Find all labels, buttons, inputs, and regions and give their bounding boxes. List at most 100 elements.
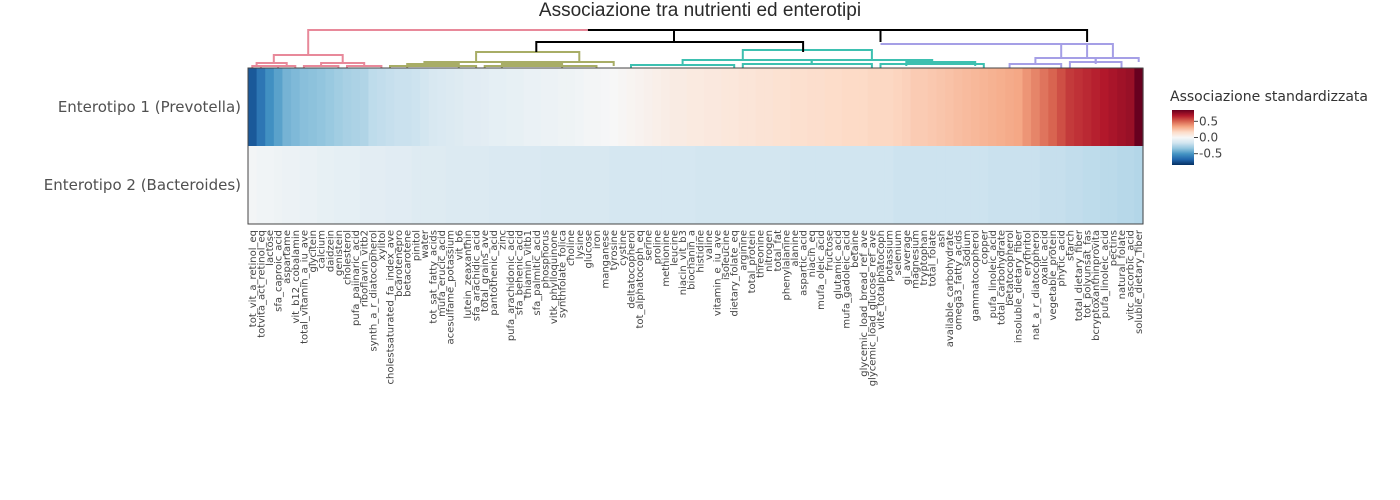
heatmap-cell [463, 68, 473, 146]
column-label: calcium [317, 230, 328, 269]
heatmap-cell [833, 146, 843, 224]
heatmap-cell [1065, 146, 1075, 224]
heatmap-cell [609, 68, 619, 146]
column-label: starch [1065, 230, 1076, 261]
heatmap-cell [394, 68, 404, 146]
heatmap-cell [747, 68, 757, 146]
heatmap-cell [790, 146, 800, 224]
heatmap-cell [1005, 146, 1015, 224]
heatmap-cell [721, 68, 731, 146]
heatmap-cell [497, 146, 507, 224]
heatmap-cell [1108, 68, 1118, 146]
column-labels: tot_vit_a_retinol_eqtotvita_act_retinol_… [248, 229, 1145, 386]
heatmap-cell [592, 146, 602, 224]
column-label: mufa_oleic_acid [816, 230, 827, 310]
heatmap-cell [308, 146, 318, 224]
heatmap-cell [480, 146, 490, 224]
column-label: tot_polyunsat_fas [1083, 230, 1094, 318]
heatmap-cell [1065, 68, 1075, 146]
heatmap-cell [953, 68, 963, 146]
heatmap-cell [377, 68, 387, 146]
heatmap-cell [618, 146, 628, 224]
heatmap-cell [402, 146, 413, 224]
heatmap-cell [833, 68, 843, 146]
heatmap-cell [523, 68, 533, 146]
row-label: Enterotipo 1 (Prevotella) [58, 98, 241, 116]
heatmap-cell [1013, 68, 1024, 146]
column-label: zinc [497, 230, 508, 250]
heatmap-cell [876, 68, 886, 146]
heatmap-cell [729, 146, 740, 224]
heatmap-cell [1005, 68, 1015, 146]
heatmap-cell [531, 146, 542, 224]
heatmap-cell [919, 146, 929, 224]
column-label: tot_sat_fatty_acids [429, 230, 440, 324]
heatmap-cell [790, 68, 800, 146]
heatmap-cell [368, 146, 378, 224]
heatmap-cell [342, 146, 352, 224]
heatmap-cell [936, 68, 946, 146]
heatmap-cell [248, 146, 258, 224]
heatmap-cell [781, 146, 791, 224]
heatmap-cell [506, 68, 516, 146]
column-label: pinitol [411, 230, 422, 261]
heatmap-cell [600, 68, 611, 146]
heatmap-cell [428, 68, 438, 146]
dendrogram-link [587, 29, 882, 42]
column-label: phytic_acid [1057, 230, 1068, 287]
column-label: niacin_vit_b3 [678, 230, 689, 295]
heatmap-cell [377, 146, 387, 224]
heatmap-cell [385, 68, 395, 146]
column-label: vegetable_protein [1048, 230, 1059, 320]
column-label: synth_a_r_diatocopherol [368, 230, 379, 352]
heatmap-cell [265, 146, 275, 224]
dendrogram-link [741, 49, 873, 60]
heatmap-cell [755, 146, 765, 224]
heatmap-cell [764, 146, 774, 224]
heatmap-cell [497, 68, 507, 146]
heatmap-cell [626, 68, 636, 146]
column-label: total_dietary_fiber [1074, 229, 1085, 321]
heatmap-cell [927, 68, 938, 146]
colorbar-tick-label: -0.5 [1199, 147, 1222, 161]
heatmap-cell [850, 146, 860, 224]
dendrogram-link [302, 65, 340, 68]
column-label: betaine [850, 230, 861, 268]
heatmap-cell [678, 146, 688, 224]
column-label: gi_average [902, 230, 913, 285]
heatmap-cell [1099, 68, 1110, 146]
heatmap-cell [1117, 68, 1127, 146]
heatmap-cell [927, 146, 938, 224]
heatmap-cell [282, 68, 292, 146]
column-label: glycemic_load_bread_ref_ave [859, 230, 870, 377]
column-label: vite_totalphatocoph [876, 230, 887, 330]
column-label: bcryptoxanthinprovita [1091, 230, 1102, 341]
heatmap-cell [566, 146, 576, 224]
heatmap-cell [712, 68, 722, 146]
column-label: ash [936, 230, 947, 248]
heatmap-cell [712, 146, 722, 224]
dendrogram-link [272, 54, 344, 63]
column-label: total_grains_ave [480, 230, 491, 312]
column-label: potassium [885, 230, 896, 282]
row-labels: Enterotipo 1 (Prevotella) Enterotipo 2 (B… [44, 98, 241, 194]
heatmap-cell [420, 68, 430, 146]
chart-title: Associazione tra nutrienti ed enterotipi [539, 0, 861, 21]
column-label: aspartame [282, 230, 293, 284]
heatmap-cell [1091, 146, 1101, 224]
heatmap-cell [661, 146, 671, 224]
column-label: cholestsaturated_fa_index_ave [386, 230, 397, 384]
heatmap-cell [248, 68, 258, 146]
heatmap-cell [351, 68, 361, 146]
dendrogram-link [879, 63, 985, 68]
column-label: daidzein [325, 230, 336, 272]
heatmap-cell [738, 146, 748, 224]
heatmap-cell [850, 68, 860, 146]
heatmap-cell [1056, 146, 1067, 224]
column-label: gammatocopherol [971, 230, 982, 321]
heatmap-cell [471, 146, 481, 224]
heatmap-cell [342, 68, 352, 146]
column-label: synthfolate_folica [558, 230, 569, 318]
column-label: valine [704, 230, 715, 260]
